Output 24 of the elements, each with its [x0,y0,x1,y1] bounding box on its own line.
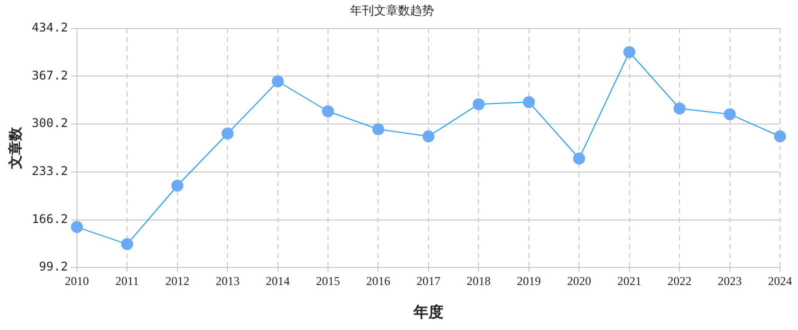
x-tick-label: 2022 [668,274,692,288]
x-tick-label: 2019 [516,274,541,288]
y-tick-label: 300.2 [32,116,68,130]
x-tick-label: 2021 [617,274,642,288]
x-tick-label: 2018 [466,274,491,288]
y-axis-title: 文章数 [7,126,24,170]
x-tick-label: 2013 [216,274,240,288]
y-tick-label: 99.2 [39,260,68,274]
y-tick-label: 367.2 [32,68,68,82]
x-tick-label: 2014 [266,274,290,288]
y-tick-label: 233.2 [32,164,68,178]
x-tick-label: 2024 [768,274,792,288]
x-tick-label: 2017 [416,274,440,288]
x-tick-label: 2023 [718,274,742,288]
y-tick-label: 166.2 [32,212,68,226]
x-tick-label: 2010 [64,274,89,288]
x-tick-label: 2011 [115,274,139,288]
x-tick-label: 2020 [567,274,592,288]
y-tick-label: 434.2 [32,20,68,35]
x-tick-label: 2016 [366,274,390,288]
x-axis-title: 年度 [412,302,444,321]
chart-title: 年刊文章数趋势 [350,3,434,18]
x-tick-label: 2012 [165,274,190,288]
x-tick-label: 2015 [316,274,340,288]
